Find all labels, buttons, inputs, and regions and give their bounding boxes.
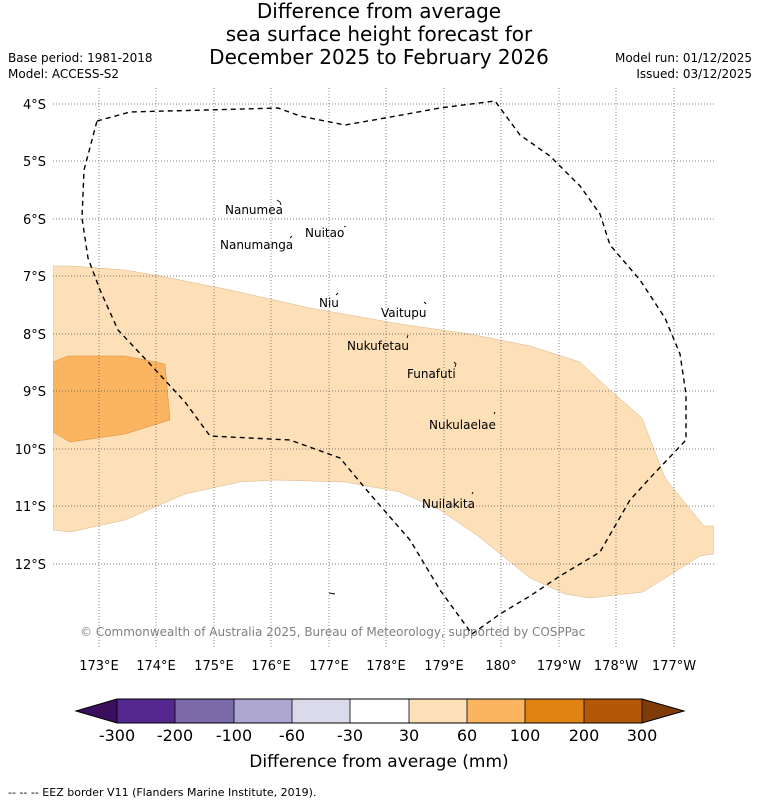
- lon-label: 178°W: [594, 659, 638, 674]
- title-line-3: December 2025 to February 2026: [209, 45, 549, 69]
- island-mark-nukufetau: [406, 334, 409, 339]
- island-mark-small: [328, 592, 336, 595]
- island-label: Nuitao: [305, 226, 344, 240]
- colorbar-tick: 30: [399, 726, 419, 745]
- lat-label: 12°S: [15, 558, 46, 573]
- colorbar-swatch: [584, 699, 642, 723]
- colorbar-tick: 60: [457, 726, 477, 745]
- lat-label: 4°S: [23, 98, 46, 113]
- latitude-labels: 4°S 5°S 6°S 7°S 8°S 9°S 10°S 11°S 12°S: [15, 98, 46, 573]
- meta-right: Model run: 01/12/2025 Issued: 03/12/2025: [615, 50, 752, 82]
- colorbar-swatch: [409, 699, 467, 723]
- gridlines: [53, 88, 714, 648]
- eez-border: [81, 100, 687, 635]
- island-label: Niu: [319, 296, 339, 310]
- colorbar-swatch: [117, 699, 175, 723]
- island-mark-vaitupu: [423, 301, 427, 305]
- lon-label: 173°E: [79, 659, 119, 674]
- lat-label: 11°S: [15, 500, 46, 515]
- colorbar-swatch: [350, 699, 409, 723]
- island-markers: [276, 199, 496, 595]
- lat-label: 6°S: [23, 213, 46, 228]
- lon-label: 179°W: [537, 659, 581, 674]
- island-label: Nukulaelae: [429, 418, 496, 432]
- island-mark-nanumanga: [289, 235, 293, 239]
- lat-label: 10°S: [15, 443, 46, 458]
- meta-left: Base period: 1981-2018 Model: ACCESS-S2: [8, 50, 153, 82]
- colorbar-tick: 300: [627, 726, 658, 745]
- lat-label: 8°S: [23, 328, 46, 343]
- island-mark-nuilakita: [471, 491, 474, 495]
- colorbar-tick: -100: [216, 726, 252, 745]
- colorbar-label: Difference from average (mm): [249, 752, 508, 772]
- lat-label: 7°S: [23, 270, 46, 285]
- island-mark-niu: [335, 292, 339, 296]
- colorbar-tick: 100: [510, 726, 541, 745]
- colorbar-under-arrow: [76, 699, 117, 723]
- colorbar-swatch: [234, 699, 292, 723]
- lon-label: 175°E: [194, 659, 234, 674]
- island-label: Funafuti: [407, 367, 456, 381]
- lon-label: 178°E: [366, 659, 406, 674]
- colorbar-swatch: [467, 699, 525, 723]
- island-label: Vaitupu: [381, 306, 427, 320]
- anomaly-region-60-100: [53, 355, 171, 443]
- base-period: Base period: 1981-2018: [8, 51, 153, 65]
- colorbar-tick: -200: [157, 726, 193, 745]
- model-name: Model: ACCESS-S2: [8, 67, 120, 81]
- island-label: Nukufetau: [347, 339, 409, 353]
- island-label: Nuilakita: [422, 497, 475, 511]
- lon-label: 180°: [485, 659, 516, 674]
- map-title: Difference from average sea surface heig…: [0, 0, 758, 69]
- longitude-labels: 173°E 174°E 175°E 176°E 177°E 178°E 179°…: [79, 659, 696, 674]
- colorbar-tick: -300: [99, 726, 135, 745]
- colorbar-tick: 200: [569, 726, 600, 745]
- island-mark-nanumea: [276, 199, 282, 206]
- model-run: Model run: 01/12/2025: [614, 51, 752, 65]
- lon-label: 177°E: [309, 659, 349, 674]
- issued-date: Issued: 03/12/2025: [636, 67, 752, 81]
- title-line-1: Difference from average: [256, 0, 502, 23]
- island-label: Nanumea: [225, 203, 283, 217]
- island-mark-nuitao: [343, 225, 347, 228]
- lat-label: 5°S: [23, 155, 46, 170]
- colorbar: [74, 698, 686, 724]
- anomaly-region-30-60: [53, 265, 714, 599]
- copyright-notice: © Commonwealth of Australia 2025, Bureau…: [80, 625, 585, 639]
- lat-label: 9°S: [23, 385, 46, 400]
- lon-label: 179°E: [424, 659, 464, 674]
- colorbar-over-arrow: [642, 699, 684, 723]
- island-mark-funafuti: [453, 361, 457, 368]
- colorbar-swatch: [525, 699, 584, 723]
- colorbar-swatch: [175, 699, 234, 723]
- colorbar-tick: -30: [337, 726, 363, 745]
- colorbar-swatch: [292, 699, 350, 723]
- lon-label: 177°W: [652, 659, 696, 674]
- island-label: Nanumanga: [220, 238, 293, 252]
- colorbar-tick: -60: [279, 726, 305, 745]
- eez-footnote: -- -- -- EEZ border V11 (Flanders Marine…: [8, 786, 317, 799]
- lon-label: 174°E: [136, 659, 176, 674]
- island-mark-nukulaelae: [493, 411, 496, 415]
- lon-label: 176°E: [251, 659, 291, 674]
- island-labels: Nanumea Nuitao Nanumanga Niu Vaitupu Nuk…: [220, 203, 496, 511]
- title-line-2: sea surface height forecast for: [225, 22, 533, 46]
- colorbar-ticks: -300 -200 -100 -60 -30 30 60 100 200 300: [99, 726, 657, 745]
